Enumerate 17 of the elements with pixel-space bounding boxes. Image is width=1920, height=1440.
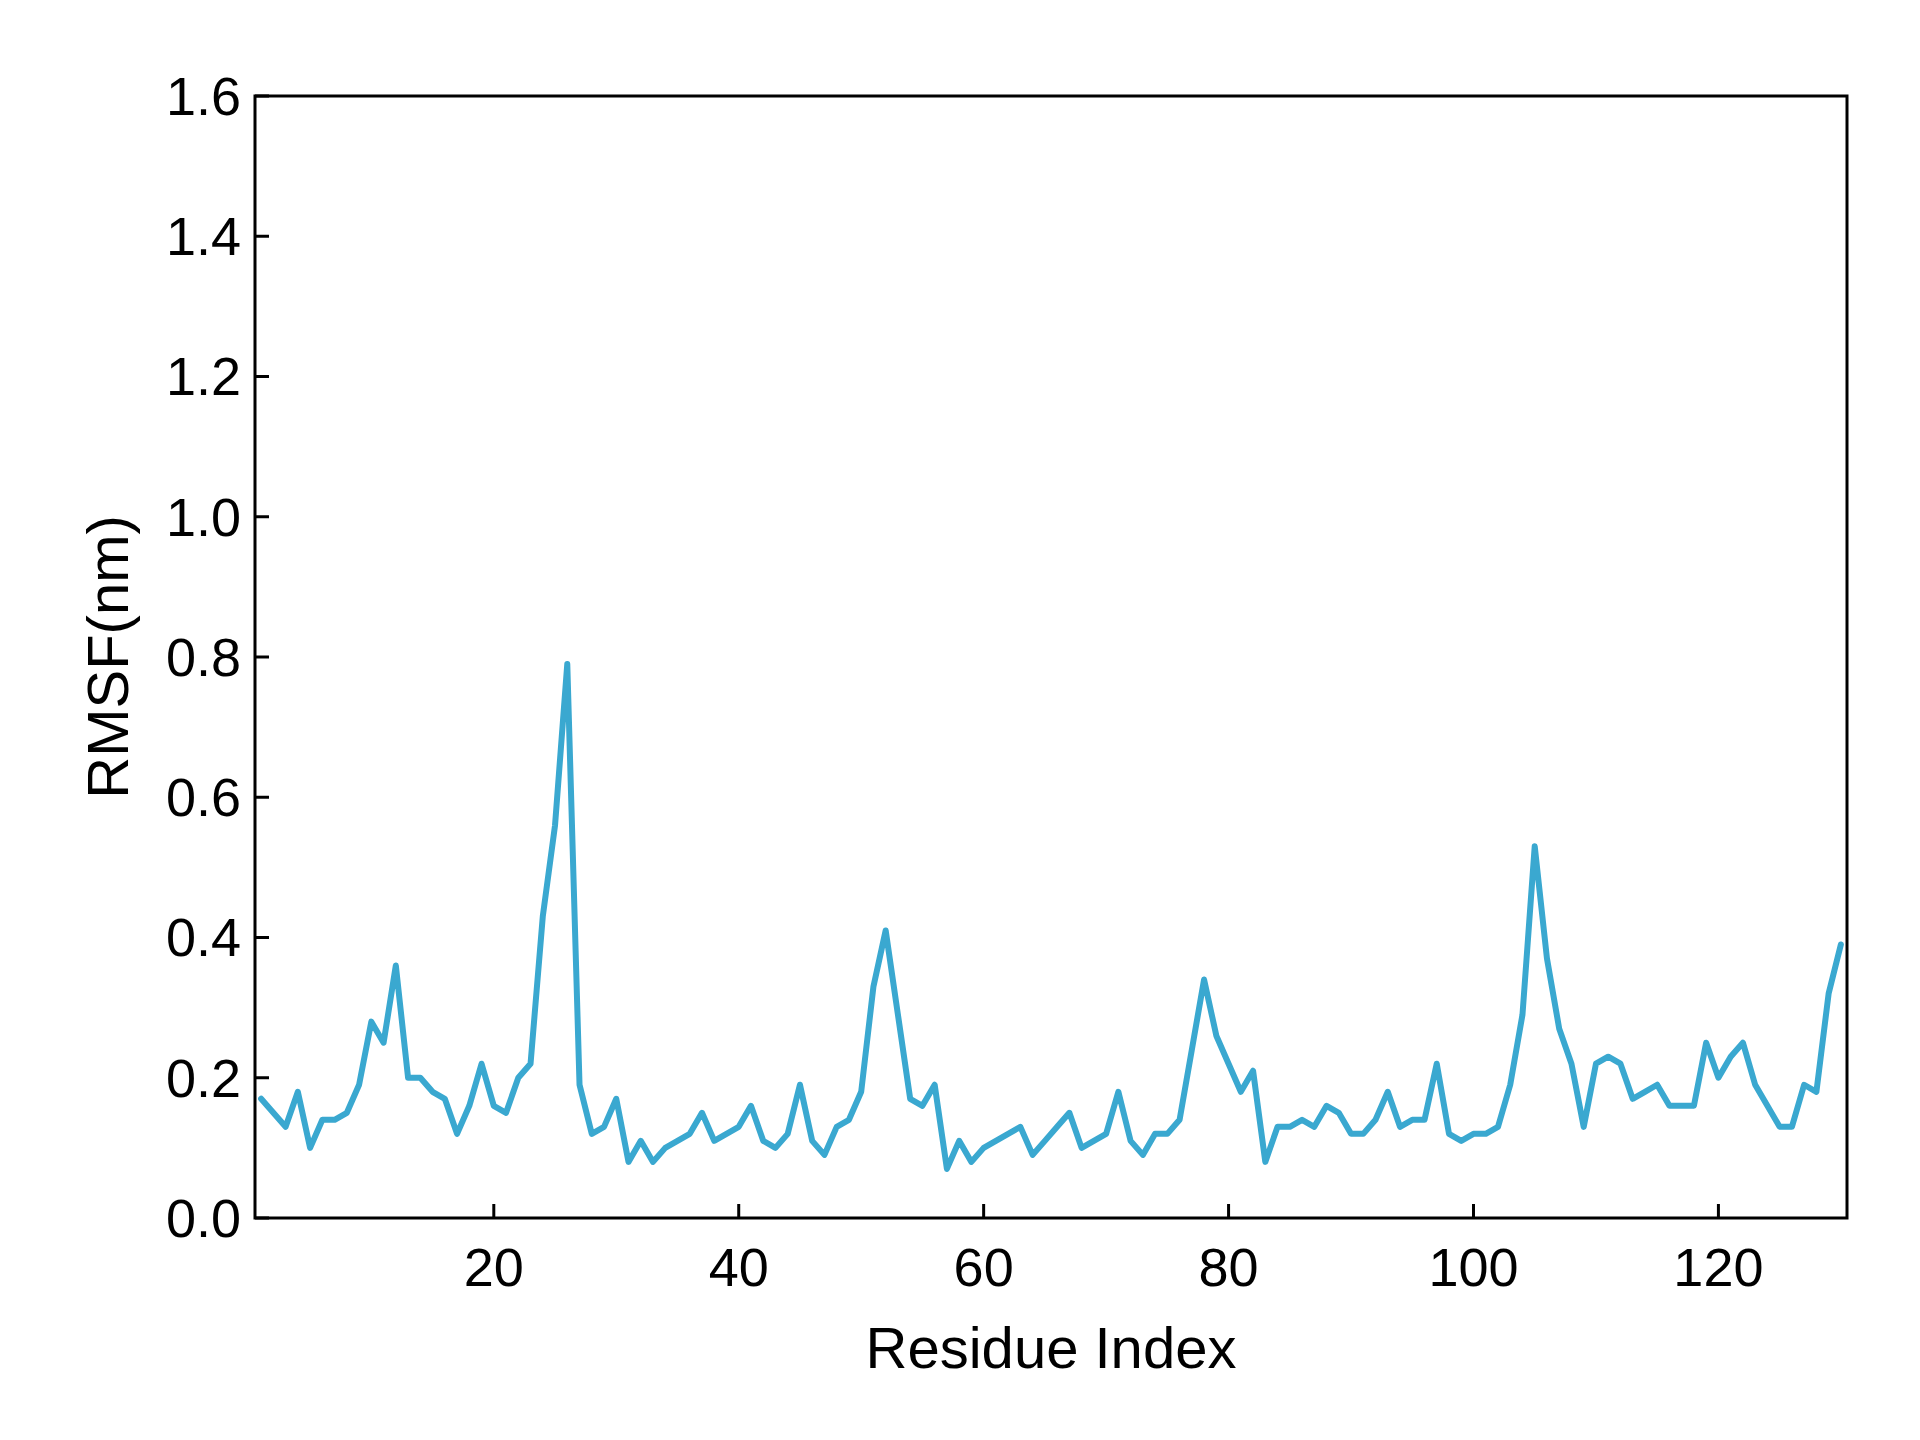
x-tick-label: 80 xyxy=(1198,1237,1259,1297)
y-tick-label: 1.6 xyxy=(165,65,241,126)
x-tick-label: 20 xyxy=(463,1237,524,1297)
y-axis-title: RMSF(nm) xyxy=(75,515,140,799)
y-tick-label: 1.0 xyxy=(165,486,241,547)
y-tick-label: 0.0 xyxy=(165,1187,241,1248)
x-axis-title: Residue Index xyxy=(865,1315,1237,1380)
x-tick-label: 100 xyxy=(1428,1237,1519,1297)
y-tick-label: 0.6 xyxy=(165,767,241,828)
y-tick-label: 0.4 xyxy=(165,907,241,968)
x-tick-label: 40 xyxy=(708,1237,769,1297)
y-tick-label: 0.8 xyxy=(165,626,241,687)
y-tick-label: 1.4 xyxy=(165,206,241,267)
x-tick-label: 120 xyxy=(1673,1237,1764,1297)
y-tick-label: 1.2 xyxy=(165,346,241,407)
x-tick-label: 60 xyxy=(953,1237,1014,1297)
y-tick-label: 0.2 xyxy=(165,1047,241,1108)
